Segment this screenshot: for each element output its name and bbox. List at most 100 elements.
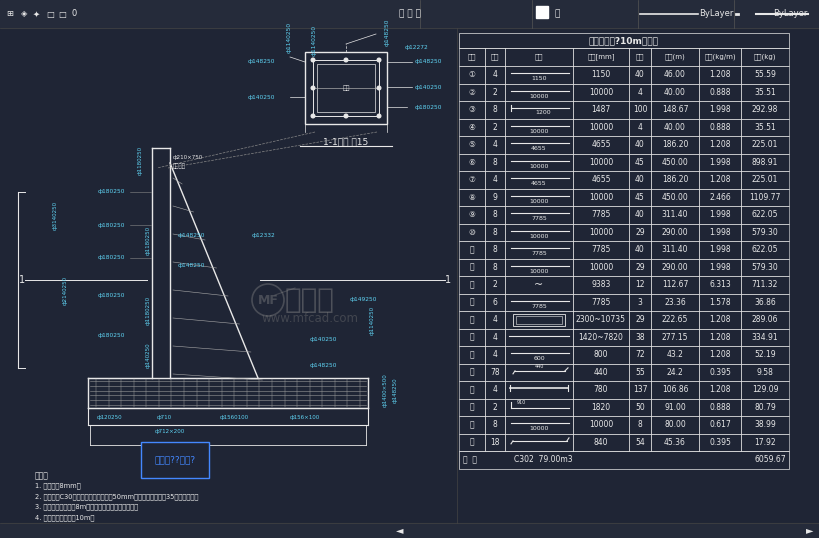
Bar: [628, 276, 650, 294]
Text: 4655: 4655: [531, 181, 546, 186]
Bar: [698, 399, 740, 416]
Text: 2: 2: [492, 123, 497, 132]
Text: 2300~10735: 2300~10735: [575, 315, 625, 324]
Text: ф12332: ф12332: [251, 232, 275, 237]
Text: ф180250: ф180250: [97, 256, 124, 260]
Text: 600: 600: [532, 356, 544, 361]
Text: 1: 1: [19, 275, 25, 285]
Text: 4: 4: [492, 140, 497, 149]
Bar: [740, 206, 788, 223]
Text: 0.617: 0.617: [708, 420, 730, 429]
Bar: [572, 399, 628, 416]
Text: 8: 8: [492, 420, 497, 429]
Text: 10000: 10000: [588, 88, 613, 97]
Bar: [650, 311, 698, 329]
Bar: [505, 188, 572, 206]
Bar: [740, 294, 788, 311]
Bar: [740, 434, 788, 451]
Text: 参 存 启: 参 存 启: [399, 10, 420, 18]
Bar: [740, 276, 788, 294]
Bar: [459, 311, 484, 329]
Text: 36.86: 36.86: [753, 298, 775, 307]
Bar: [628, 346, 650, 364]
Text: 43.2: 43.2: [666, 350, 682, 359]
Text: 10000: 10000: [588, 263, 613, 272]
Text: 3. 工程量计算前地为8m，具体参考《批式计算书》；: 3. 工程量计算前地为8m，具体参考《批式计算书》；: [35, 504, 138, 511]
Text: 10000: 10000: [529, 268, 548, 274]
Bar: [572, 223, 628, 241]
Circle shape: [344, 114, 347, 118]
Bar: [484, 241, 505, 258]
Text: 1150: 1150: [590, 70, 610, 79]
Text: 45: 45: [635, 158, 644, 167]
Bar: [459, 83, 484, 101]
Bar: [484, 258, 505, 276]
Text: 3: 3: [637, 298, 641, 307]
Bar: [650, 258, 698, 276]
Bar: [459, 241, 484, 258]
Text: ⑲: ⑲: [469, 385, 473, 394]
Text: ②: ②: [468, 88, 475, 97]
Text: 29: 29: [635, 263, 644, 272]
Text: 8: 8: [492, 228, 497, 237]
Text: ф148250: ф148250: [247, 60, 274, 65]
Text: 10000: 10000: [529, 426, 548, 431]
Bar: [740, 118, 788, 136]
Text: 合  计: 合 计: [463, 455, 477, 464]
Bar: [572, 171, 628, 188]
Text: 4: 4: [637, 123, 641, 132]
Text: 7785: 7785: [531, 303, 546, 309]
Text: 292.98: 292.98: [751, 105, 777, 114]
Bar: [459, 48, 484, 66]
Bar: [740, 136, 788, 153]
Text: 钢板: 钢板: [342, 85, 350, 91]
Bar: [572, 188, 628, 206]
Text: ф210×750: ф210×750: [173, 155, 203, 160]
Text: ⑴: ⑴: [469, 420, 473, 429]
Bar: [698, 153, 740, 171]
Bar: [484, 206, 505, 223]
Circle shape: [344, 58, 347, 62]
Text: 129.09: 129.09: [751, 385, 777, 394]
Bar: [505, 399, 572, 416]
Text: ⑮: ⑮: [469, 315, 473, 324]
Bar: [484, 188, 505, 206]
Text: 示意: 示意: [534, 54, 542, 60]
Text: 1.208: 1.208: [708, 140, 730, 149]
Bar: [459, 33, 788, 48]
Text: 186.20: 186.20: [661, 140, 687, 149]
Bar: [650, 241, 698, 258]
Bar: [628, 258, 650, 276]
Text: 8: 8: [492, 263, 497, 272]
Bar: [650, 188, 698, 206]
Bar: [628, 329, 650, 346]
Text: 1.208: 1.208: [708, 332, 730, 342]
Bar: [459, 329, 484, 346]
Bar: [459, 451, 788, 469]
Bar: [505, 206, 572, 223]
Text: 40: 40: [635, 210, 644, 220]
Text: 55.59: 55.59: [753, 70, 775, 79]
Bar: [484, 153, 505, 171]
Bar: [628, 101, 650, 118]
Text: 290.00: 290.00: [661, 263, 687, 272]
Bar: [740, 223, 788, 241]
Text: ⑫: ⑫: [469, 263, 473, 272]
Bar: [572, 118, 628, 136]
Bar: [505, 434, 572, 451]
Bar: [740, 241, 788, 258]
Text: 4655: 4655: [590, 140, 610, 149]
Text: 1.998: 1.998: [708, 158, 730, 167]
Text: 7785: 7785: [531, 251, 546, 256]
Bar: [459, 346, 484, 364]
Text: 17.92: 17.92: [753, 438, 775, 447]
Text: 10000: 10000: [588, 420, 613, 429]
Bar: [698, 241, 740, 258]
Text: ⑭: ⑭: [469, 298, 473, 307]
Bar: [513, 314, 564, 325]
Text: 9.58: 9.58: [756, 368, 772, 377]
Bar: [650, 136, 698, 153]
Bar: [505, 153, 572, 171]
Text: 4: 4: [492, 175, 497, 184]
Bar: [305, 52, 387, 124]
